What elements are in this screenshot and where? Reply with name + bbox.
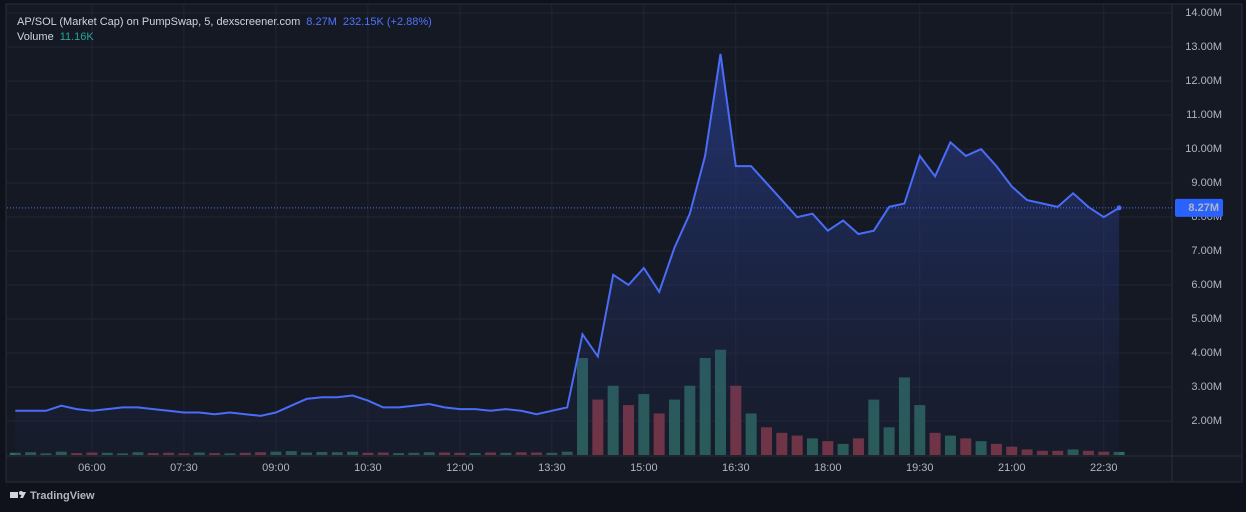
volume-bar bbox=[9, 452, 21, 455]
volume-last: 11.16K bbox=[60, 31, 95, 43]
x-tick-label: 07:30 bbox=[170, 462, 198, 474]
brand: TradingView bbox=[30, 490, 95, 502]
x-tick-label: 12:00 bbox=[446, 462, 474, 474]
header-title: AP/SOL (Market Cap) on PumpSwap, 5, dexs… bbox=[17, 16, 432, 28]
x-tick-label: 21:00 bbox=[998, 462, 1026, 474]
area bbox=[15, 53, 1120, 456]
y-tick-label: 6.00M bbox=[1191, 279, 1222, 291]
y-tick-label: 13.00M bbox=[1185, 41, 1222, 53]
volume-name: Volume bbox=[17, 31, 54, 43]
line bbox=[15, 53, 1120, 417]
y-tick-label: 11.00M bbox=[1186, 109, 1222, 121]
x-tick-label: 22:30 bbox=[1090, 462, 1118, 474]
change-value: 232.15K (+2.88%) bbox=[343, 16, 432, 28]
y-tick-label: 12.00M bbox=[1185, 75, 1222, 87]
last-point bbox=[1116, 205, 1122, 211]
x-tick-label: 09:00 bbox=[262, 462, 290, 474]
y-tick-label: 4.00M bbox=[1191, 347, 1222, 359]
y-tick-label: 5.00M bbox=[1191, 313, 1222, 325]
last-price-label: 8.27M bbox=[1188, 202, 1219, 214]
x-tick-label: 16:30 bbox=[722, 462, 750, 474]
x-tick-label: 15:00 bbox=[630, 462, 658, 474]
y-tick-label: 9.00M bbox=[1191, 177, 1222, 189]
y-tick-label: 7.00M bbox=[1191, 245, 1222, 257]
y-tick-label: 3.00M bbox=[1191, 381, 1222, 393]
x-tick-label: 10:30 bbox=[354, 462, 382, 474]
last-value: 8.27M bbox=[306, 16, 337, 28]
y-tick-label: 2.00M bbox=[1191, 415, 1222, 427]
y-tick-label: 10.00M bbox=[1185, 143, 1222, 155]
last-price-badge bbox=[1175, 198, 1223, 217]
x-tick-label: 18:00 bbox=[814, 462, 842, 474]
header-volume: Volume 11.16K bbox=[17, 31, 94, 43]
brand-logo bbox=[10, 491, 26, 498]
x-tick-label: 13:30 bbox=[538, 462, 566, 474]
y-tick-label: 14.00M bbox=[1185, 7, 1222, 19]
title: AP/SOL (Market Cap) on PumpSwap, 5, dexs… bbox=[17, 16, 300, 28]
labels: 2.00M3.00M4.00M5.00M6.00M7.00M8.00M9.00M… bbox=[78, 7, 1223, 474]
x-tick-label: 06:00 bbox=[78, 462, 106, 474]
plot bbox=[7, 53, 1172, 456]
x-tick-label: 19:30 bbox=[906, 462, 934, 474]
